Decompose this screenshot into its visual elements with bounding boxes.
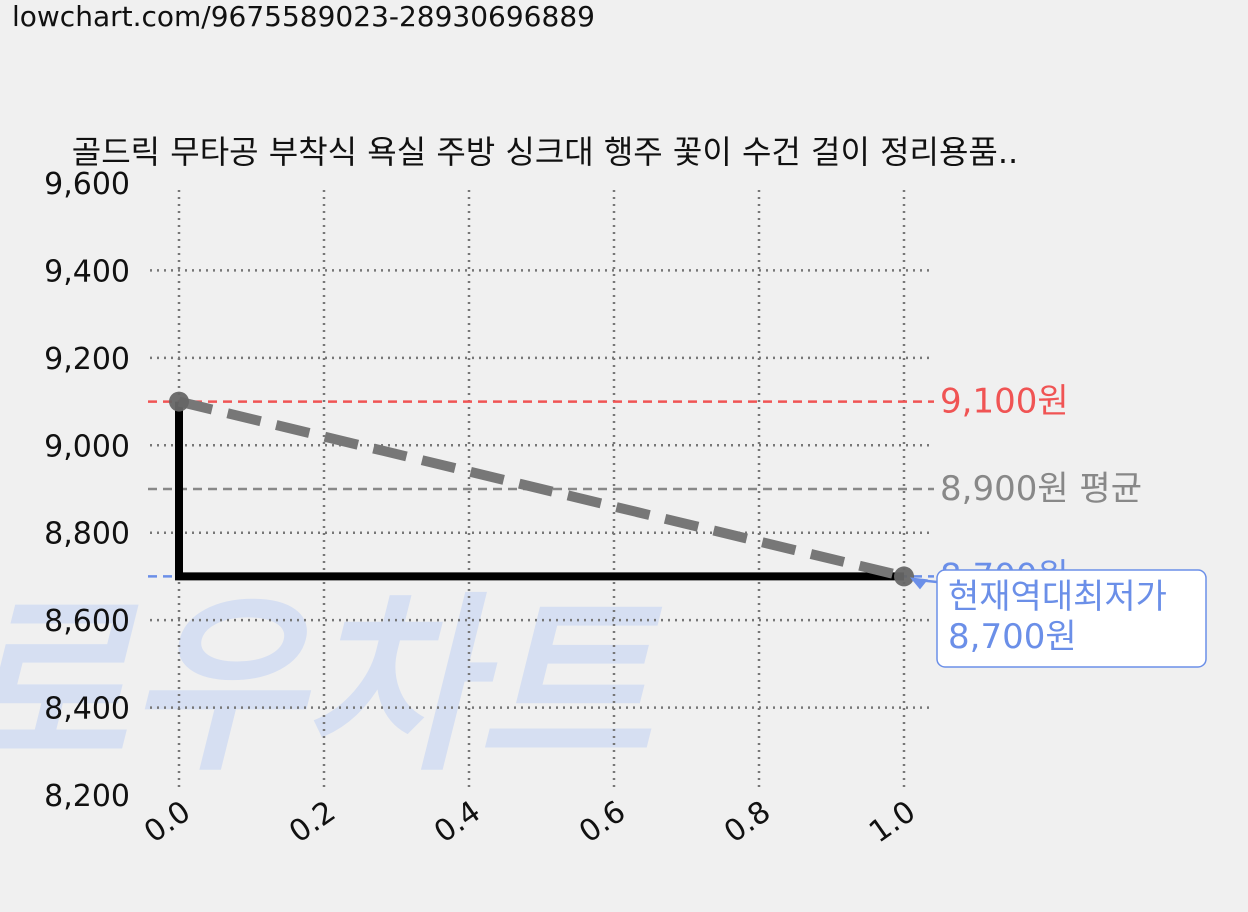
x-tick-label: 0.2: [283, 794, 342, 850]
reference-label: 9,100원: [940, 382, 1069, 422]
trend-dashed-line: [177, 396, 906, 582]
x-tick-label: 0.6: [573, 794, 632, 850]
start-point-marker: [169, 391, 189, 412]
y-tick-label: 8,800: [44, 517, 130, 552]
end-point-marker: [894, 566, 914, 587]
y-tick-label: 9,200: [44, 342, 130, 377]
annotation-line2: 8,700원: [948, 617, 1077, 657]
x-tick-label: 0.4: [428, 794, 487, 850]
x-tick-label: 1.0: [863, 794, 922, 850]
annotation-arrowhead: [910, 577, 928, 590]
price-step-line: [175, 401, 904, 581]
annotation-line1: 현재역대최저가: [948, 577, 1167, 617]
chart-grid: [150, 190, 934, 788]
x-axis-ticks: 0.0 0.2 0.4 0.6 0.8 1.0: [138, 794, 922, 850]
y-tick-label: 9,400: [44, 254, 130, 289]
y-tick-label: 9,000: [44, 429, 130, 464]
y-axis-ticks: 9,600 9,400 9,200 9,000 8,800 8,600 8,400 8,200: [44, 167, 130, 814]
x-tick-label: 0.0: [138, 794, 197, 850]
y-tick-label: 8,600: [44, 604, 130, 639]
y-tick-label: 9,600: [44, 167, 130, 202]
y-tick-label: 8,200: [44, 779, 130, 814]
page-url: lowchart.com/9675589023-28930696889: [12, 0, 595, 33]
annotation-box: [936, 569, 1207, 668]
watermark-logo: 로우차트: [0, 576, 696, 798]
reference-label: 8,900원 평균: [940, 469, 1142, 509]
chart-title: 골드릭 무타공 부착식 욕실 주방 싱크대 행주 꽃이 수건 걸이 정리용품..: [72, 133, 1018, 171]
x-tick-label: 0.8: [718, 794, 777, 850]
price-series: [169, 391, 914, 587]
y-tick-label: 8,400: [44, 692, 130, 727]
